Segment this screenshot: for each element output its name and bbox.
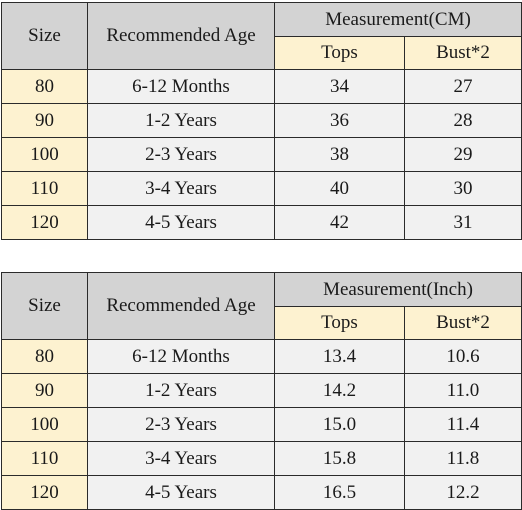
table-row: 80 6-12 Months 34 27 [1,69,522,104]
size-cell: 80 [1,69,88,104]
tops-header: Tops [274,36,405,70]
bust-header: Bust*2 [403,36,522,70]
age-cell: 2-3 Years [87,137,275,172]
table-row: 100 2-3 Years 15.0 11.4 [1,407,522,442]
size-cell: 90 [1,103,88,138]
table-row: 120 4-5 Years 16.5 12.2 [1,475,522,510]
table-header-row: Size Recommended Age Measurement(Inch) [1,272,522,340]
tops-cell: 36 [274,103,405,138]
size-chart-inch-table: Size Recommended Age Measurement(Inch) T… [1,272,522,510]
bust-cell: 27 [403,69,522,104]
bust-header: Bust*2 [403,306,522,340]
age-cell: 3-4 Years [87,171,275,206]
recommended-age-header: Recommended Age [87,272,275,340]
tops-cell: 34 [274,69,405,104]
size-cell: 100 [1,137,88,172]
tops-cell: 40 [274,171,405,206]
tops-cell: 13.4 [274,339,405,374]
table-row: 110 3-4 Years 40 30 [1,171,522,206]
tops-cell: 16.5 [274,475,405,510]
age-cell: 2-3 Years [87,407,275,442]
bust-cell: 12.2 [403,475,522,510]
size-cell: 100 [1,407,88,442]
size-cell: 120 [1,205,88,240]
table-header-row: Size Recommended Age Measurement(CM) [1,2,522,70]
bust-cell: 11.4 [403,407,522,442]
bust-cell: 31 [403,205,522,240]
size-header: Size [1,2,88,70]
table-row: 90 1-2 Years 14.2 11.0 [1,373,522,408]
age-cell: 3-4 Years [87,441,275,476]
tops-cell: 38 [274,137,405,172]
recommended-age-header: Recommended Age [87,2,275,70]
bust-cell: 11.0 [403,373,522,408]
size-cell: 110 [1,171,88,206]
table-row: 100 2-3 Years 38 29 [1,137,522,172]
size-cell: 80 [1,339,88,374]
size-cell: 90 [1,373,88,408]
tops-cell: 14.2 [274,373,405,408]
size-cell: 110 [1,441,88,476]
age-cell: 6-12 Months [87,69,275,104]
table-subheader-row: Tops Bust*2 [2,36,522,70]
tops-cell: 42 [274,205,405,240]
tops-cell: 15.0 [274,407,405,442]
age-cell: 1-2 Years [87,103,275,138]
bust-cell: 29 [403,137,522,172]
bust-cell: 28 [403,103,522,138]
tops-header: Tops [274,306,405,340]
bust-cell: 10.6 [403,339,522,374]
bust-cell: 11.8 [403,441,522,476]
age-cell: 4-5 Years [87,205,275,240]
age-cell: 1-2 Years [87,373,275,408]
measurement-header: Measurement(Inch) [273,272,522,307]
age-cell: 6-12 Months [87,339,275,374]
size-chart-cm-table: Size Recommended Age Measurement(CM) Top… [1,2,522,240]
table-row: 110 3-4 Years 15.8 11.8 [1,441,522,476]
bust-cell: 30 [403,171,522,206]
table-row: 90 1-2 Years 36 28 [1,103,522,138]
table-row: 80 6-12 Months 13.4 10.6 [1,339,522,374]
size-cell: 120 [1,475,88,510]
tops-cell: 15.8 [274,441,405,476]
size-header: Size [1,272,88,340]
measurement-header: Measurement(CM) [273,2,522,37]
table-row: 120 4-5 Years 42 31 [1,205,522,240]
age-cell: 4-5 Years [87,475,275,510]
